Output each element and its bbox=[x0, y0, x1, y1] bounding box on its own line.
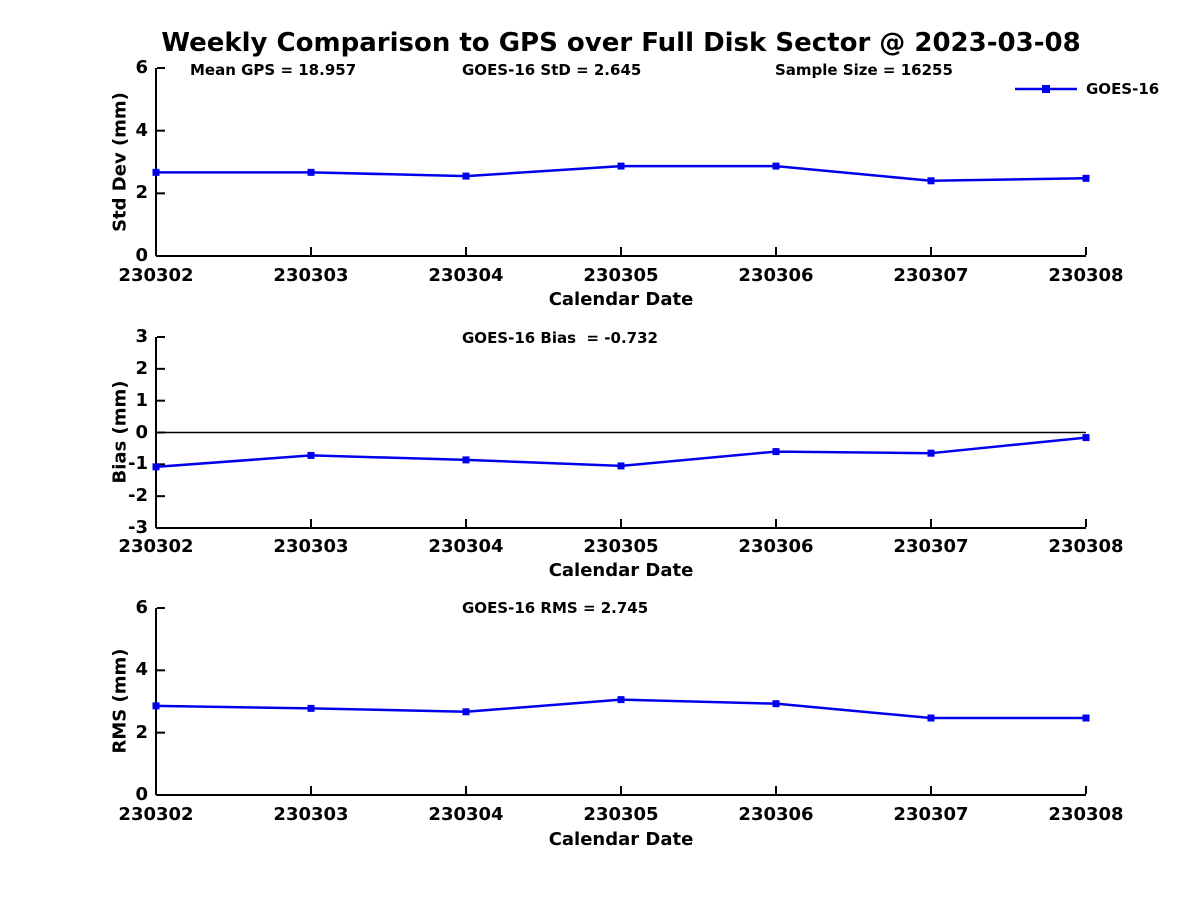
figure-title: Weekly Comparison to GPS over Full Disk … bbox=[161, 28, 1081, 58]
y-tick-label: 2 bbox=[135, 182, 148, 204]
y-tick-label: -1 bbox=[128, 453, 148, 475]
data-point-230306 bbox=[772, 162, 780, 170]
x-tick-label: 230303 bbox=[273, 804, 349, 825]
data-point-230302 bbox=[152, 702, 160, 710]
y-tick-label: 2 bbox=[135, 721, 148, 743]
data-point-230303 bbox=[307, 704, 315, 712]
legend-label: GOES-16 bbox=[1086, 80, 1160, 98]
chart-annotation: Sample Size = 16255 bbox=[775, 61, 953, 79]
data-point-230302 bbox=[152, 168, 160, 176]
x-tick-label: 230305 bbox=[583, 265, 659, 286]
chart-annotation: GOES-16 RMS = 2.745 bbox=[462, 599, 649, 617]
x-tick-label: 230303 bbox=[273, 536, 349, 557]
data-point-230306 bbox=[772, 700, 780, 708]
y-tick-label: 0 bbox=[135, 245, 148, 266]
x-tick-label: 230302 bbox=[118, 536, 194, 557]
x-tick-label: 230308 bbox=[1048, 536, 1124, 557]
y-tick-label: 4 bbox=[135, 119, 148, 141]
y-tick-label: 2 bbox=[135, 357, 148, 379]
x-tick-label: 230304 bbox=[428, 265, 504, 286]
chart-annotation: Mean GPS = 18.957 bbox=[190, 61, 357, 79]
data-point-230304 bbox=[462, 708, 470, 716]
x-tick-label: 230302 bbox=[118, 265, 194, 286]
y-tick-label: 6 bbox=[135, 57, 148, 78]
x-axis-label: Calendar Date bbox=[548, 560, 694, 581]
legend: GOES-16 bbox=[1014, 80, 1159, 98]
chart-annotation: GOES-16 StD = 2.645 bbox=[462, 61, 642, 79]
x-tick-label: 230305 bbox=[583, 804, 659, 825]
x-axis-label: Calendar Date bbox=[548, 829, 694, 850]
chart-plot-area-2 bbox=[152, 607, 1090, 796]
y-tick-label: -3 bbox=[128, 517, 148, 538]
x-axis-label: Calendar Date bbox=[548, 289, 694, 310]
chart-plot-area-1 bbox=[152, 336, 1090, 529]
data-point-230308 bbox=[1082, 434, 1090, 442]
data-point-230305 bbox=[617, 696, 625, 704]
chart-plot-area-0 bbox=[152, 67, 1090, 257]
data-point-230307 bbox=[927, 449, 935, 457]
y-tick-label: 0 bbox=[135, 421, 148, 443]
chart-annotation: GOES-16 Bias = -0.732 bbox=[462, 329, 658, 347]
x-tick-label: 230303 bbox=[273, 265, 349, 286]
y-tick-label: 1 bbox=[135, 389, 148, 411]
x-tick-label: 230308 bbox=[1048, 804, 1124, 825]
data-point-230305 bbox=[617, 462, 625, 470]
data-point-230308 bbox=[1082, 174, 1090, 182]
y-tick-label: 3 bbox=[135, 326, 148, 347]
data-point-230308 bbox=[1082, 714, 1090, 722]
y-axis-label: RMS (mm) bbox=[109, 648, 131, 754]
x-tick-label: 230307 bbox=[893, 536, 969, 557]
x-tick-label: 230306 bbox=[738, 804, 814, 825]
data-point-230306 bbox=[772, 448, 780, 456]
x-tick-label: 230305 bbox=[583, 536, 659, 557]
x-tick-label: 230308 bbox=[1048, 265, 1124, 286]
data-point-230307 bbox=[927, 177, 935, 185]
data-point-230303 bbox=[307, 168, 315, 176]
x-tick-label: 230307 bbox=[893, 804, 969, 825]
x-tick-label: 230304 bbox=[428, 536, 504, 557]
data-point-230307 bbox=[927, 714, 935, 722]
x-tick-label: 230307 bbox=[893, 265, 969, 286]
y-axis-label: Bias (mm) bbox=[109, 380, 131, 484]
y-tick-label: 6 bbox=[135, 597, 148, 618]
x-tick-label: 230302 bbox=[118, 804, 194, 825]
data-point-230303 bbox=[307, 451, 315, 459]
y-axis-label: Std Dev (mm) bbox=[109, 92, 131, 232]
y-tick-label: 0 bbox=[135, 784, 148, 805]
legend-line-icon bbox=[1015, 85, 1077, 93]
data-point-230304 bbox=[462, 456, 470, 464]
data-point-230302 bbox=[152, 463, 160, 471]
x-tick-label: 230306 bbox=[738, 536, 814, 557]
x-tick-label: 230306 bbox=[738, 265, 814, 286]
data-point-230305 bbox=[617, 162, 625, 170]
data-point-230304 bbox=[462, 172, 470, 180]
y-tick-label: 4 bbox=[135, 659, 148, 681]
x-tick-label: 230304 bbox=[428, 804, 504, 825]
y-tick-label: -2 bbox=[128, 485, 148, 507]
